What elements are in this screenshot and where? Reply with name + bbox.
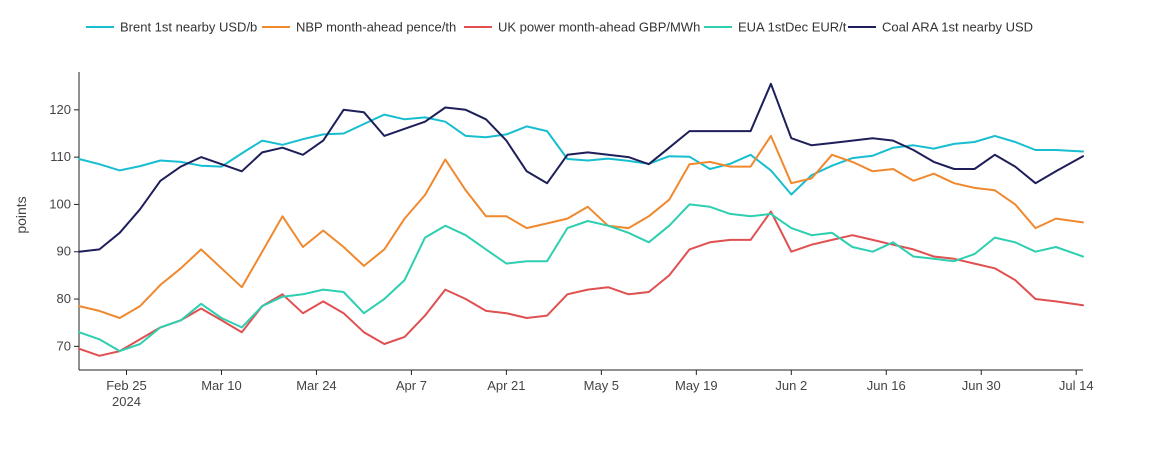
series-line-3[interactable] (78, 203, 1084, 353)
legend-label: Brent 1st nearby USD/b (120, 20, 257, 35)
legend[interactable]: Brent 1st nearby USD/b NBP month-ahead pe… (86, 20, 1033, 35)
legend-item-1[interactable]: NBP month-ahead pence/th (262, 20, 456, 35)
legend-label: NBP month-ahead pence/th (296, 20, 456, 35)
y-tick-label: 100 (49, 196, 71, 211)
series-line-4[interactable] (78, 82, 1084, 253)
x-tick-label: Jul 14 (1059, 378, 1094, 393)
y-tick-label: 80 (57, 291, 71, 306)
legend-item-4[interactable]: Coal ARA 1st nearby USD (848, 20, 1033, 35)
y-tick-label: 120 (49, 102, 71, 117)
y-tick-label: 110 (50, 149, 71, 164)
x-tick-label: May 5 (584, 378, 619, 393)
y-tick-label: 90 (57, 244, 71, 259)
plot-lines (78, 82, 1084, 357)
legend-item-2[interactable]: UK power month-ahead GBP/MWh (464, 20, 700, 35)
series-line-2[interactable] (78, 210, 1084, 357)
x-tick-label: Apr 21 (487, 378, 525, 393)
legend-label: UK power month-ahead GBP/MWh (498, 20, 700, 35)
series-line-0[interactable] (78, 113, 1084, 196)
x-tick-sublabel: 2024 (112, 394, 141, 409)
y-axis: 70 80 90 100 110 120 (49, 72, 80, 370)
series-line-1[interactable] (78, 134, 1084, 319)
legend-label: EUA 1stDec EUR/t (738, 20, 847, 35)
legend-item-0[interactable]: Brent 1st nearby USD/b (86, 20, 257, 35)
x-tick-label: Mar 24 (296, 378, 336, 393)
legend-item-3[interactable]: EUA 1stDec EUR/t (704, 20, 847, 35)
legend-label: Coal ARA 1st nearby USD (882, 20, 1033, 35)
y-tick-label: 70 (57, 338, 71, 353)
x-tick-label: Apr 7 (396, 378, 427, 393)
x-tick-label: Jun 30 (962, 378, 1001, 393)
x-tick-label: May 19 (675, 378, 718, 393)
y-axis-title: points (13, 196, 29, 233)
x-tick-label: Mar 10 (201, 378, 241, 393)
x-tick-label: Jun 16 (867, 378, 906, 393)
x-tick-label: Feb 25 (106, 378, 146, 393)
x-tick-label: Jun 2 (775, 378, 807, 393)
